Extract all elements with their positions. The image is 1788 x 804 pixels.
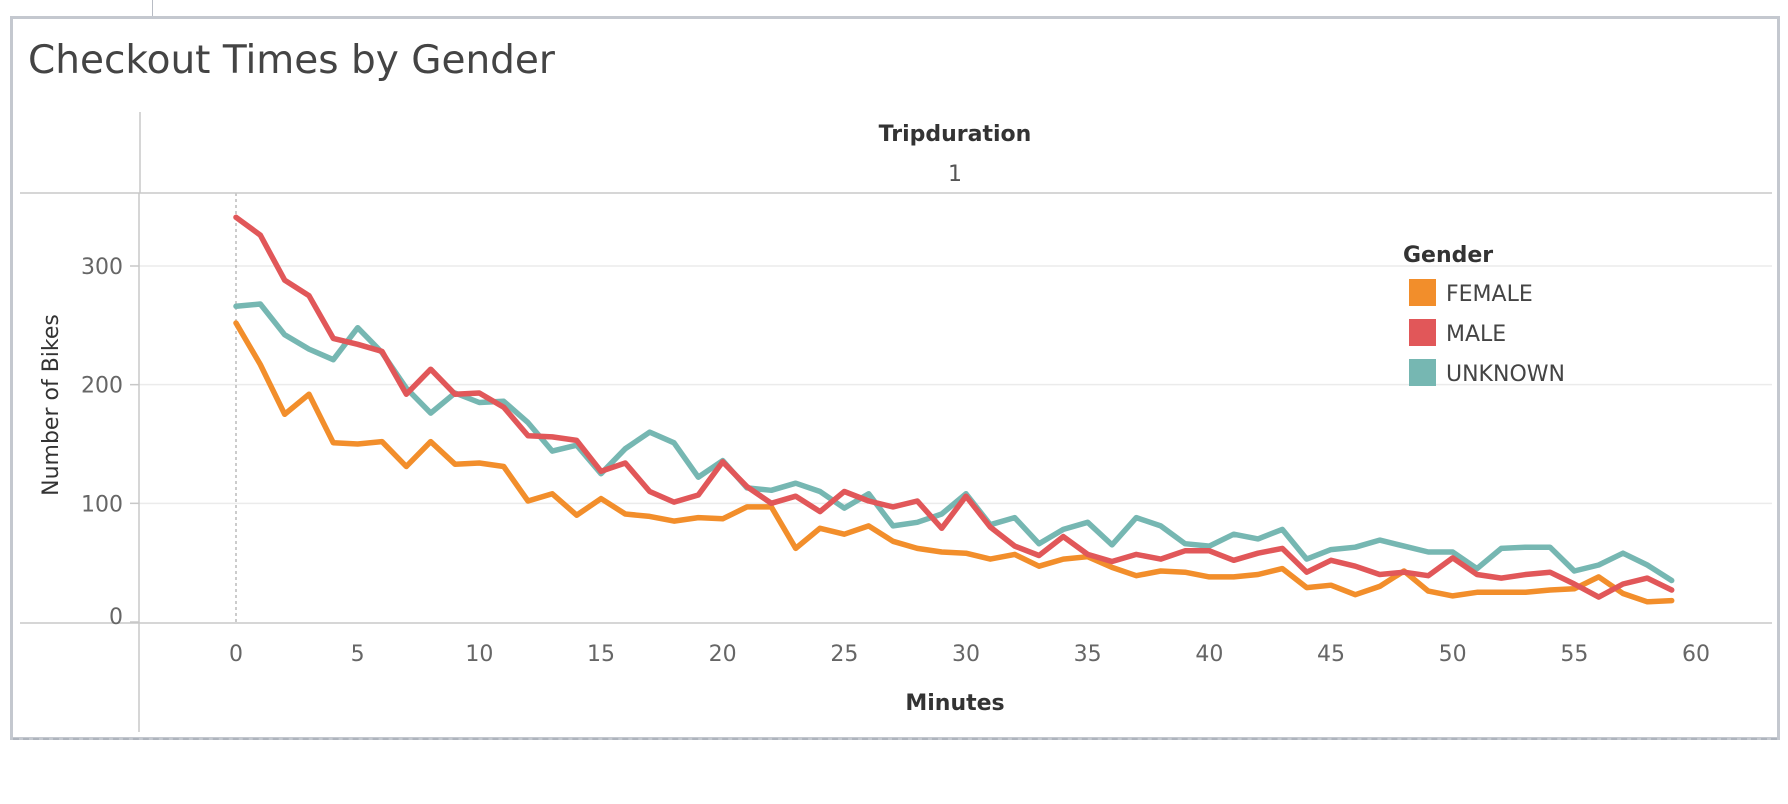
x-axis-title: Minutes — [905, 691, 1004, 716]
y-tick-label-200: 200 — [81, 374, 123, 399]
top-divider-tick — [152, 0, 153, 16]
series-line-male[interactable] — [233, 214, 1675, 600]
x-tick-label-35: 35 — [1074, 642, 1102, 667]
x-tick-label-10: 10 — [465, 642, 493, 667]
legend-label-male: MALE — [1446, 322, 1506, 347]
legend-label-unknown: UNKNOWN — [1446, 362, 1565, 387]
legend-swatch-female — [1409, 279, 1436, 306]
y-tick-label-300: 300 — [81, 255, 123, 280]
y-axis-title: Number of Bikes — [39, 314, 64, 496]
series-lines — [233, 214, 1675, 605]
column-header-value: 1 — [948, 162, 962, 187]
x-tick-label-15: 15 — [587, 642, 615, 667]
legend-swatch-unknown — [1409, 359, 1436, 386]
legend[interactable]: Gender FEMALE MALE UNKNOWN — [1403, 243, 1565, 387]
x-tick-label-20: 20 — [709, 642, 737, 667]
legend-title: Gender — [1403, 243, 1493, 268]
y-tick-label-0: 0 — [109, 605, 123, 630]
series-line-unknown[interactable] — [233, 301, 1675, 584]
x-tick-label-5: 5 — [351, 642, 365, 667]
legend-label-female: FEMALE — [1446, 282, 1533, 307]
x-tick-label-50: 50 — [1439, 642, 1467, 667]
page-title: Checkout Times by Gender — [28, 38, 555, 83]
column-header-field: Tripduration — [879, 122, 1032, 147]
y-tick-label-100: 100 — [81, 492, 123, 517]
x-tick-label-0: 0 — [229, 642, 243, 667]
series-line-female[interactable] — [233, 320, 1675, 605]
x-tick-label-60: 60 — [1682, 642, 1710, 667]
x-tick-label-40: 40 — [1195, 642, 1223, 667]
x-tick-label-55: 55 — [1560, 642, 1588, 667]
legend-swatch-male — [1409, 319, 1436, 346]
x-tick-label-45: 45 — [1317, 642, 1345, 667]
dashboard-frame — [10, 16, 1780, 740]
chart-frame — [20, 112, 1772, 732]
grid-layer — [139, 193, 1772, 623]
x-tick-label-25: 25 — [830, 642, 858, 667]
x-tick-label-30: 30 — [952, 642, 980, 667]
tick-labels: 0 100 200 300 0 5 10 15 20 25 30 35 40 45 50 55 60 — [81, 255, 1710, 667]
